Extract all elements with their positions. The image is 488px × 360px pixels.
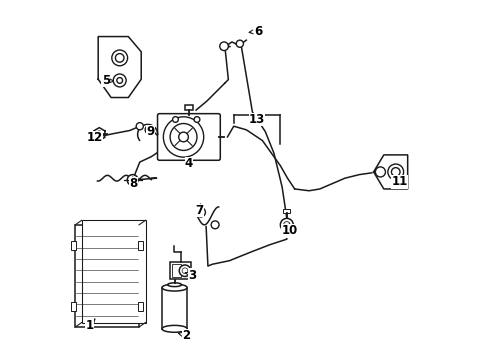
- Circle shape: [178, 132, 188, 142]
- Circle shape: [280, 219, 293, 231]
- Circle shape: [113, 74, 126, 87]
- Circle shape: [283, 222, 289, 228]
- Bar: [71, 241, 76, 249]
- Bar: [81, 220, 145, 323]
- Bar: [138, 302, 143, 311]
- Circle shape: [112, 50, 127, 66]
- Text: 10: 10: [281, 224, 297, 238]
- Text: 12: 12: [86, 131, 102, 144]
- Text: 9: 9: [146, 125, 154, 138]
- Circle shape: [219, 42, 228, 50]
- Text: 4: 4: [184, 157, 193, 170]
- Circle shape: [387, 164, 403, 180]
- Circle shape: [196, 208, 205, 217]
- Bar: [169, 262, 191, 279]
- Circle shape: [198, 210, 203, 215]
- Text: 1: 1: [85, 319, 95, 332]
- Text: 7: 7: [195, 204, 203, 217]
- Text: 3: 3: [185, 269, 196, 282]
- Circle shape: [194, 117, 200, 122]
- Circle shape: [115, 54, 124, 62]
- Text: 5: 5: [102, 74, 113, 87]
- Text: 13: 13: [248, 113, 264, 126]
- Circle shape: [96, 131, 102, 137]
- Circle shape: [170, 123, 197, 150]
- Ellipse shape: [167, 283, 181, 287]
- Circle shape: [179, 265, 190, 276]
- Circle shape: [211, 221, 219, 229]
- Circle shape: [390, 168, 399, 176]
- Bar: [184, 105, 193, 110]
- Ellipse shape: [162, 325, 187, 332]
- Circle shape: [136, 123, 143, 130]
- Circle shape: [145, 126, 153, 134]
- Circle shape: [117, 78, 122, 83]
- FancyBboxPatch shape: [157, 114, 220, 160]
- Bar: [283, 209, 290, 213]
- Text: 2: 2: [178, 329, 190, 342]
- Bar: [75, 225, 139, 327]
- Text: 8: 8: [129, 177, 137, 190]
- Text: 6: 6: [248, 25, 262, 38]
- Bar: [171, 264, 180, 277]
- Ellipse shape: [162, 284, 187, 291]
- Circle shape: [236, 40, 243, 47]
- Circle shape: [375, 167, 385, 177]
- Circle shape: [182, 268, 187, 274]
- Bar: [71, 302, 76, 311]
- Circle shape: [172, 117, 178, 122]
- Text: 11: 11: [390, 175, 407, 188]
- Circle shape: [163, 117, 203, 157]
- Bar: [138, 241, 143, 249]
- Circle shape: [127, 175, 138, 185]
